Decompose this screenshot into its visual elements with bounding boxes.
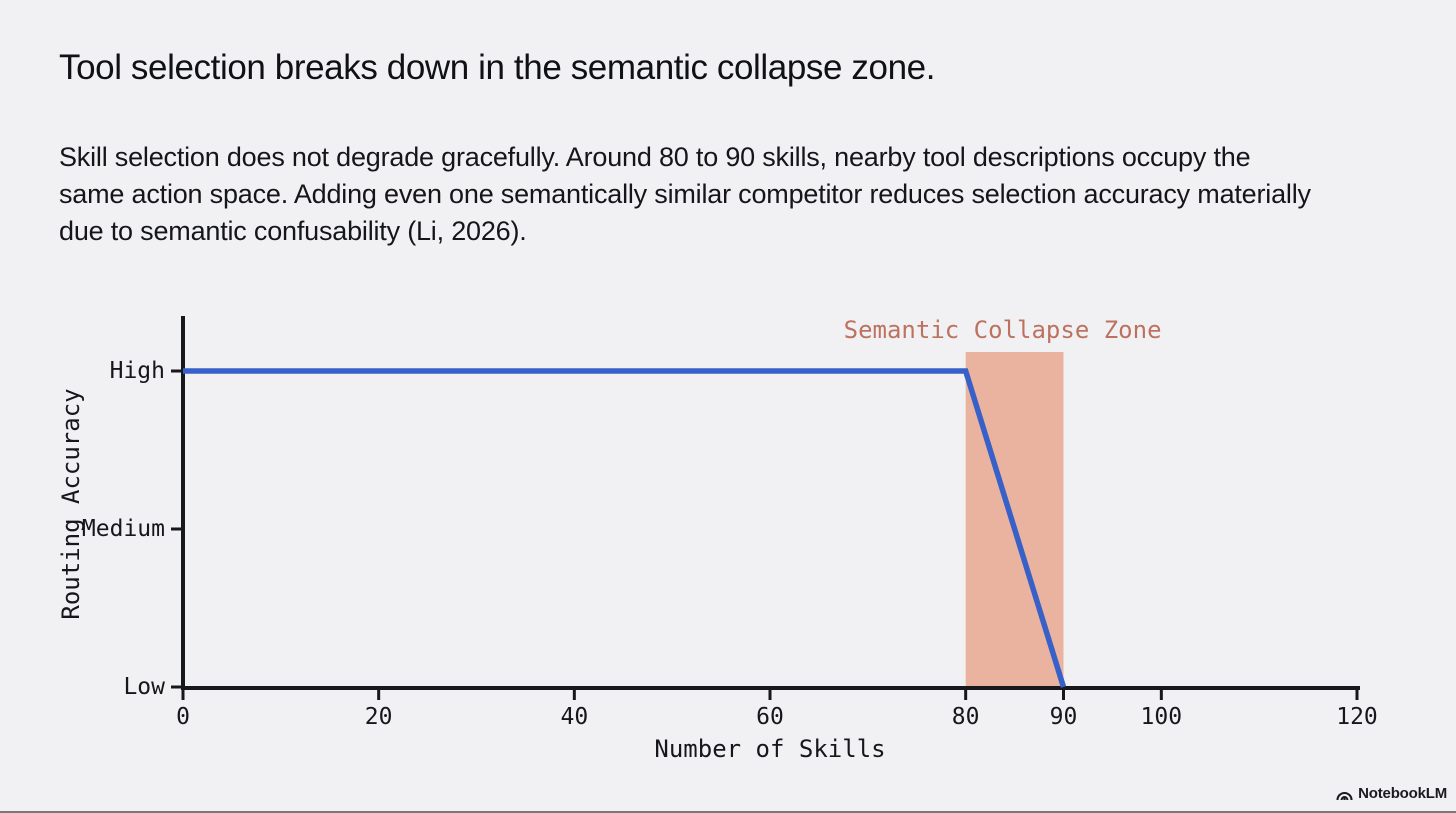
series-routing-accuracy — [183, 368, 1067, 688]
x-tick-label: 120 — [1336, 704, 1378, 730]
notebooklm-brand: NotebookLM — [1336, 785, 1447, 802]
x-tick-label: 0 — [176, 704, 190, 730]
x-tick-label: 40 — [560, 704, 589, 730]
x-tick-label: 80 — [951, 704, 980, 730]
x-tick-label: 20 — [364, 704, 393, 730]
x-tick-label: 100 — [1140, 704, 1183, 730]
notebooklm-icon — [1336, 791, 1353, 800]
y-tick-label: High — [109, 358, 165, 384]
zone-annotation-label: Semantic Collapse Zone — [843, 316, 1162, 344]
y-tick-label: Medium — [81, 516, 165, 542]
notebooklm-wordmark: NotebookLM — [1358, 785, 1447, 802]
x-tick-label: 90 — [1049, 704, 1078, 730]
body-paragraph: Skill selection does not degrade gracefu… — [59, 142, 1311, 246]
y-tick-label: Low — [123, 674, 165, 700]
y-axis-title: Routing Accuracy — [57, 388, 85, 620]
x-axis-title: Number of Skills — [654, 735, 886, 763]
page-title: Tool selection breaks down in the semant… — [59, 48, 936, 87]
x-tick-label: 60 — [756, 704, 784, 730]
